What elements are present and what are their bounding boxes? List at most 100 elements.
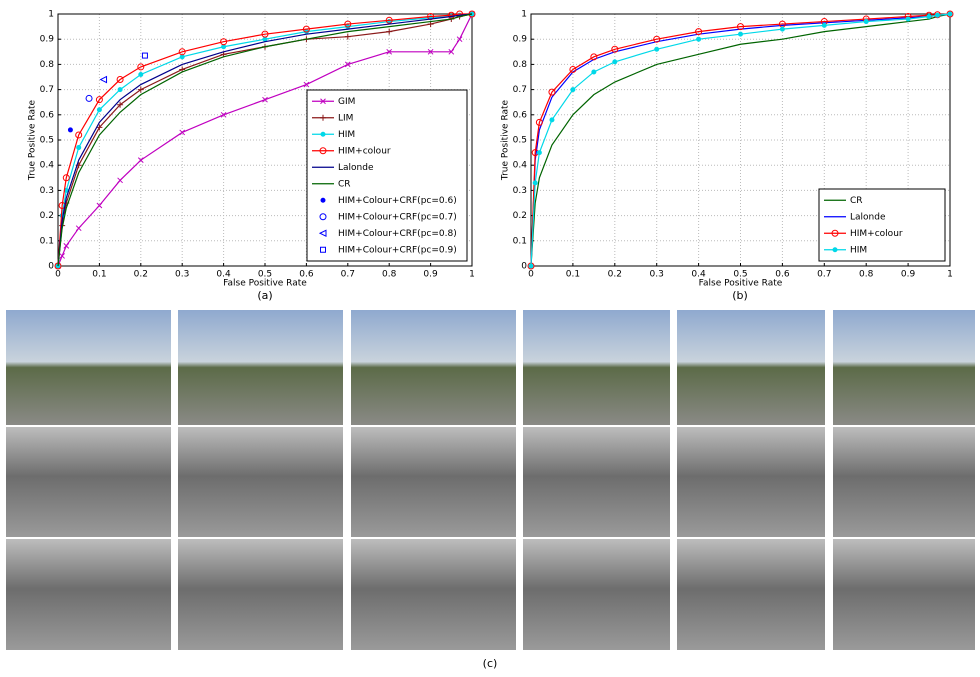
x-tick-label: 0.8 — [859, 270, 874, 280]
photo — [833, 427, 975, 537]
y-tick-label: 0.7 — [40, 85, 54, 95]
y-tick-label: 0.3 — [40, 186, 54, 196]
marker — [780, 27, 784, 31]
photo — [6, 427, 171, 537]
chart-caption: (b) — [732, 289, 748, 302]
legend-label: HIM+Colour+CRF(pc=0.7) — [338, 212, 457, 222]
y-tick-label: 0.6 — [513, 110, 528, 120]
x-tick-label: 0.7 — [817, 270, 831, 280]
marker — [386, 29, 392, 35]
marker — [697, 37, 701, 41]
marker — [592, 70, 596, 74]
y-tick-label: 0.2 — [40, 211, 54, 221]
legend-label: HIM+Colour+CRF(pc=0.8) — [338, 229, 457, 239]
marker — [118, 178, 123, 183]
x-tick-label: 0.3 — [175, 270, 189, 280]
x-tick-label: 1 — [947, 270, 953, 280]
y-tick-label: 0.1 — [513, 236, 527, 246]
legend-label: HIM — [338, 130, 355, 140]
photo — [6, 539, 171, 650]
legend-label: HIM+Colour+CRF(pc=0.9) — [338, 245, 457, 255]
x-tick-label: 1 — [469, 270, 475, 280]
figure: (c) 0 0.1 0.2 0.3 0.4 0.5 0.6 0.7 0.8 0.9 1 0 0.1 0.2… — [0, 0, 980, 677]
marker — [97, 108, 101, 112]
photo — [833, 310, 975, 425]
y-axis-label: True Positive Rate — [501, 99, 511, 181]
legend-label: CR — [338, 179, 351, 189]
y-tick-label: 0.5 — [40, 136, 54, 146]
y-tick-label: 0.5 — [513, 136, 527, 146]
marker — [822, 23, 826, 27]
marker — [76, 226, 81, 231]
legend-marker — [833, 248, 837, 252]
marker — [906, 17, 910, 21]
x-tick-label: 0.9 — [423, 270, 438, 280]
marker — [263, 37, 267, 41]
legend-label: LIM — [338, 113, 353, 123]
photo — [677, 427, 825, 537]
x-axis-label: False Positive Rate — [699, 279, 783, 289]
y-tick-label: 0.4 — [40, 161, 55, 171]
photo-grid — [6, 310, 975, 650]
photo — [523, 310, 670, 425]
legend-marker — [321, 198, 325, 202]
photo — [6, 310, 171, 425]
photo — [677, 539, 825, 650]
x-tick-label: 0.8 — [382, 270, 397, 280]
y-tick-label: 0 — [521, 262, 527, 272]
y-tick-label: 0.6 — [40, 110, 55, 120]
marker — [613, 60, 617, 64]
y-tick-label: 0.3 — [513, 186, 527, 196]
legend-label: HIM — [850, 245, 867, 255]
legend-label: CR — [850, 196, 863, 206]
photo — [351, 427, 516, 537]
legend-label: GIM — [338, 97, 355, 107]
x-tick-label: 0.2 — [134, 270, 148, 280]
y-tick-label: 1 — [521, 10, 527, 20]
legend-label: HIM+colour — [850, 229, 903, 239]
chart-caption: (a) — [257, 289, 272, 302]
marker — [68, 128, 72, 132]
legend-label: HIM+colour — [338, 146, 391, 156]
photo — [178, 310, 343, 425]
marker — [86, 95, 92, 101]
marker — [222, 45, 226, 49]
y-tick-label: 0.9 — [513, 35, 528, 45]
x-tick-label: 0.9 — [901, 270, 916, 280]
photo — [178, 427, 343, 537]
y-tick-label: 0.9 — [40, 35, 55, 45]
marker — [948, 12, 952, 16]
marker — [571, 88, 575, 92]
marker — [180, 55, 184, 59]
x-tick-label: 0 — [55, 270, 61, 280]
x-tick-label: 0.2 — [608, 270, 622, 280]
marker — [533, 181, 537, 185]
y-tick-label: 0.2 — [513, 211, 527, 221]
page: (c) 0 0.1 0.2 0.3 0.4 0.5 0.6 0.7 0.8 0.9 1 0 0.1 0.2… — [0, 0, 980, 677]
marker — [101, 77, 107, 83]
marker — [739, 32, 743, 36]
marker — [537, 151, 541, 155]
marker — [77, 146, 81, 150]
marker — [142, 53, 147, 58]
y-tick-label: 0.8 — [40, 60, 55, 70]
panel-caption: (c) — [483, 657, 498, 670]
x-tick-label: 0.7 — [341, 270, 355, 280]
legend-label: HIM+Colour+CRF(pc=0.6) — [338, 196, 457, 206]
x-tick-label: 0.3 — [650, 270, 664, 280]
marker — [864, 20, 868, 24]
legend-label: Lalonde — [850, 212, 886, 222]
marker — [927, 15, 931, 19]
photo — [351, 310, 516, 425]
legend-marker — [321, 132, 325, 136]
y-tick-label: 0.8 — [513, 60, 528, 70]
x-tick-label: 0 — [528, 270, 534, 280]
photo — [523, 539, 670, 650]
x-tick-label: 0.1 — [92, 270, 106, 280]
marker — [64, 243, 69, 248]
marker — [139, 72, 143, 76]
photo — [677, 310, 825, 425]
marker — [550, 118, 554, 122]
photo — [351, 539, 516, 650]
y-tick-label: 0 — [48, 262, 54, 272]
